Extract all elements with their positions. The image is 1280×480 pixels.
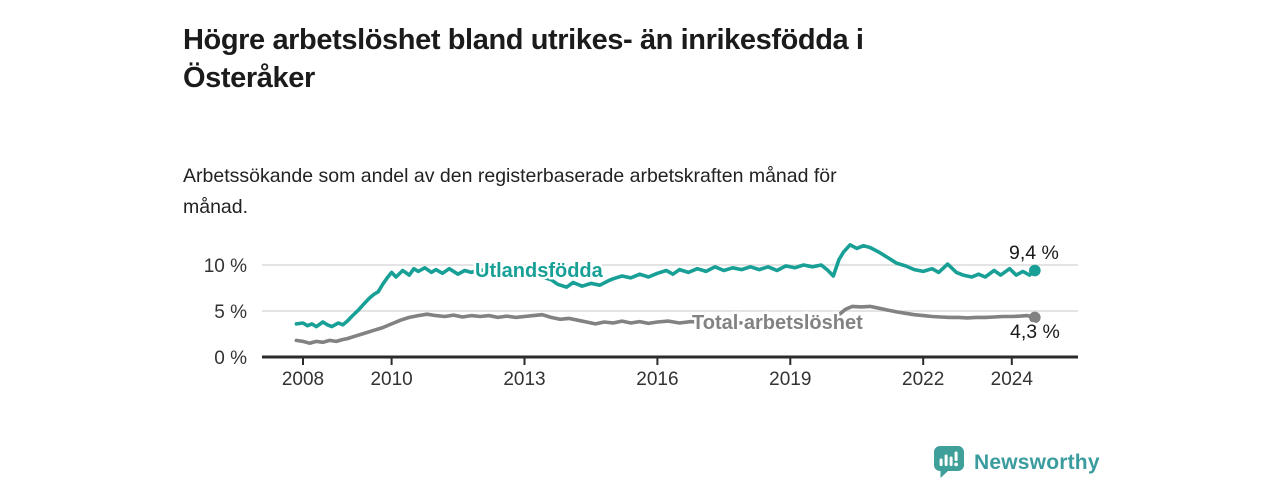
bar-chart-speech-bubble-icon (934, 446, 964, 478)
x-tick-label-2022: 2022 (902, 369, 944, 390)
x-tick-label-2010: 2010 (370, 369, 412, 390)
brand-name: Newsworthy (974, 450, 1100, 474)
x-tick-label-2019: 2019 (769, 369, 811, 390)
y-tick-label-5pct: 5 % (214, 302, 247, 323)
gridlines (262, 264, 1078, 312)
x-axis (262, 355, 1078, 365)
chart-annotations: Utlandsfödda Total arbetslöshet 9,4 % 4,3 % (473, 240, 1063, 346)
end-value-total: 4,3 % (1010, 321, 1060, 343)
x-tick-label-2013: 2013 (503, 369, 545, 390)
title-line-2: Österåker (183, 62, 315, 95)
page-title: Högre arbetslöshet bland utrikes- än inr… (183, 21, 1103, 97)
subtitle-line-2: månad. (183, 195, 249, 218)
title-line-1: Högre arbetslöshet bland utrikes- än inr… (183, 24, 864, 57)
series-line-utlandsfodda (294, 243, 1037, 329)
axis-tick-labels: 2008 2010 2013 2016 2019 2022 2024 0 % 5 % 10 % (204, 256, 1034, 390)
series-end-dot-total-arbetsloshet (1029, 311, 1041, 324)
end-value-utlandsfodda: 9,4 % (1009, 242, 1059, 264)
label-total-arbetsloshet: Total arbetslöshet (692, 312, 863, 334)
subtitle-line-1: Arbetssökande som andel av den registerb… (183, 164, 837, 187)
newsworthy-logo: Newsworthy (933, 445, 1100, 479)
series-end-dot-utlandsfodda (1029, 264, 1041, 277)
y-tick-label-0pct: 0 % (214, 348, 247, 369)
y-tick-label-10pct: 10 % (204, 256, 247, 277)
series-lines (294, 243, 1041, 346)
series-line-total-arbetsloshet (294, 304, 1037, 346)
x-tick-label-2016: 2016 (636, 369, 678, 390)
label-utlandsfodda: Utlandsfödda (475, 260, 604, 282)
chart-subtitle: Arbetssökande som andel av den registerb… (183, 161, 1063, 223)
x-tick-label-2008: 2008 (282, 369, 324, 390)
x-tick-label-2024: 2024 (991, 369, 1034, 390)
